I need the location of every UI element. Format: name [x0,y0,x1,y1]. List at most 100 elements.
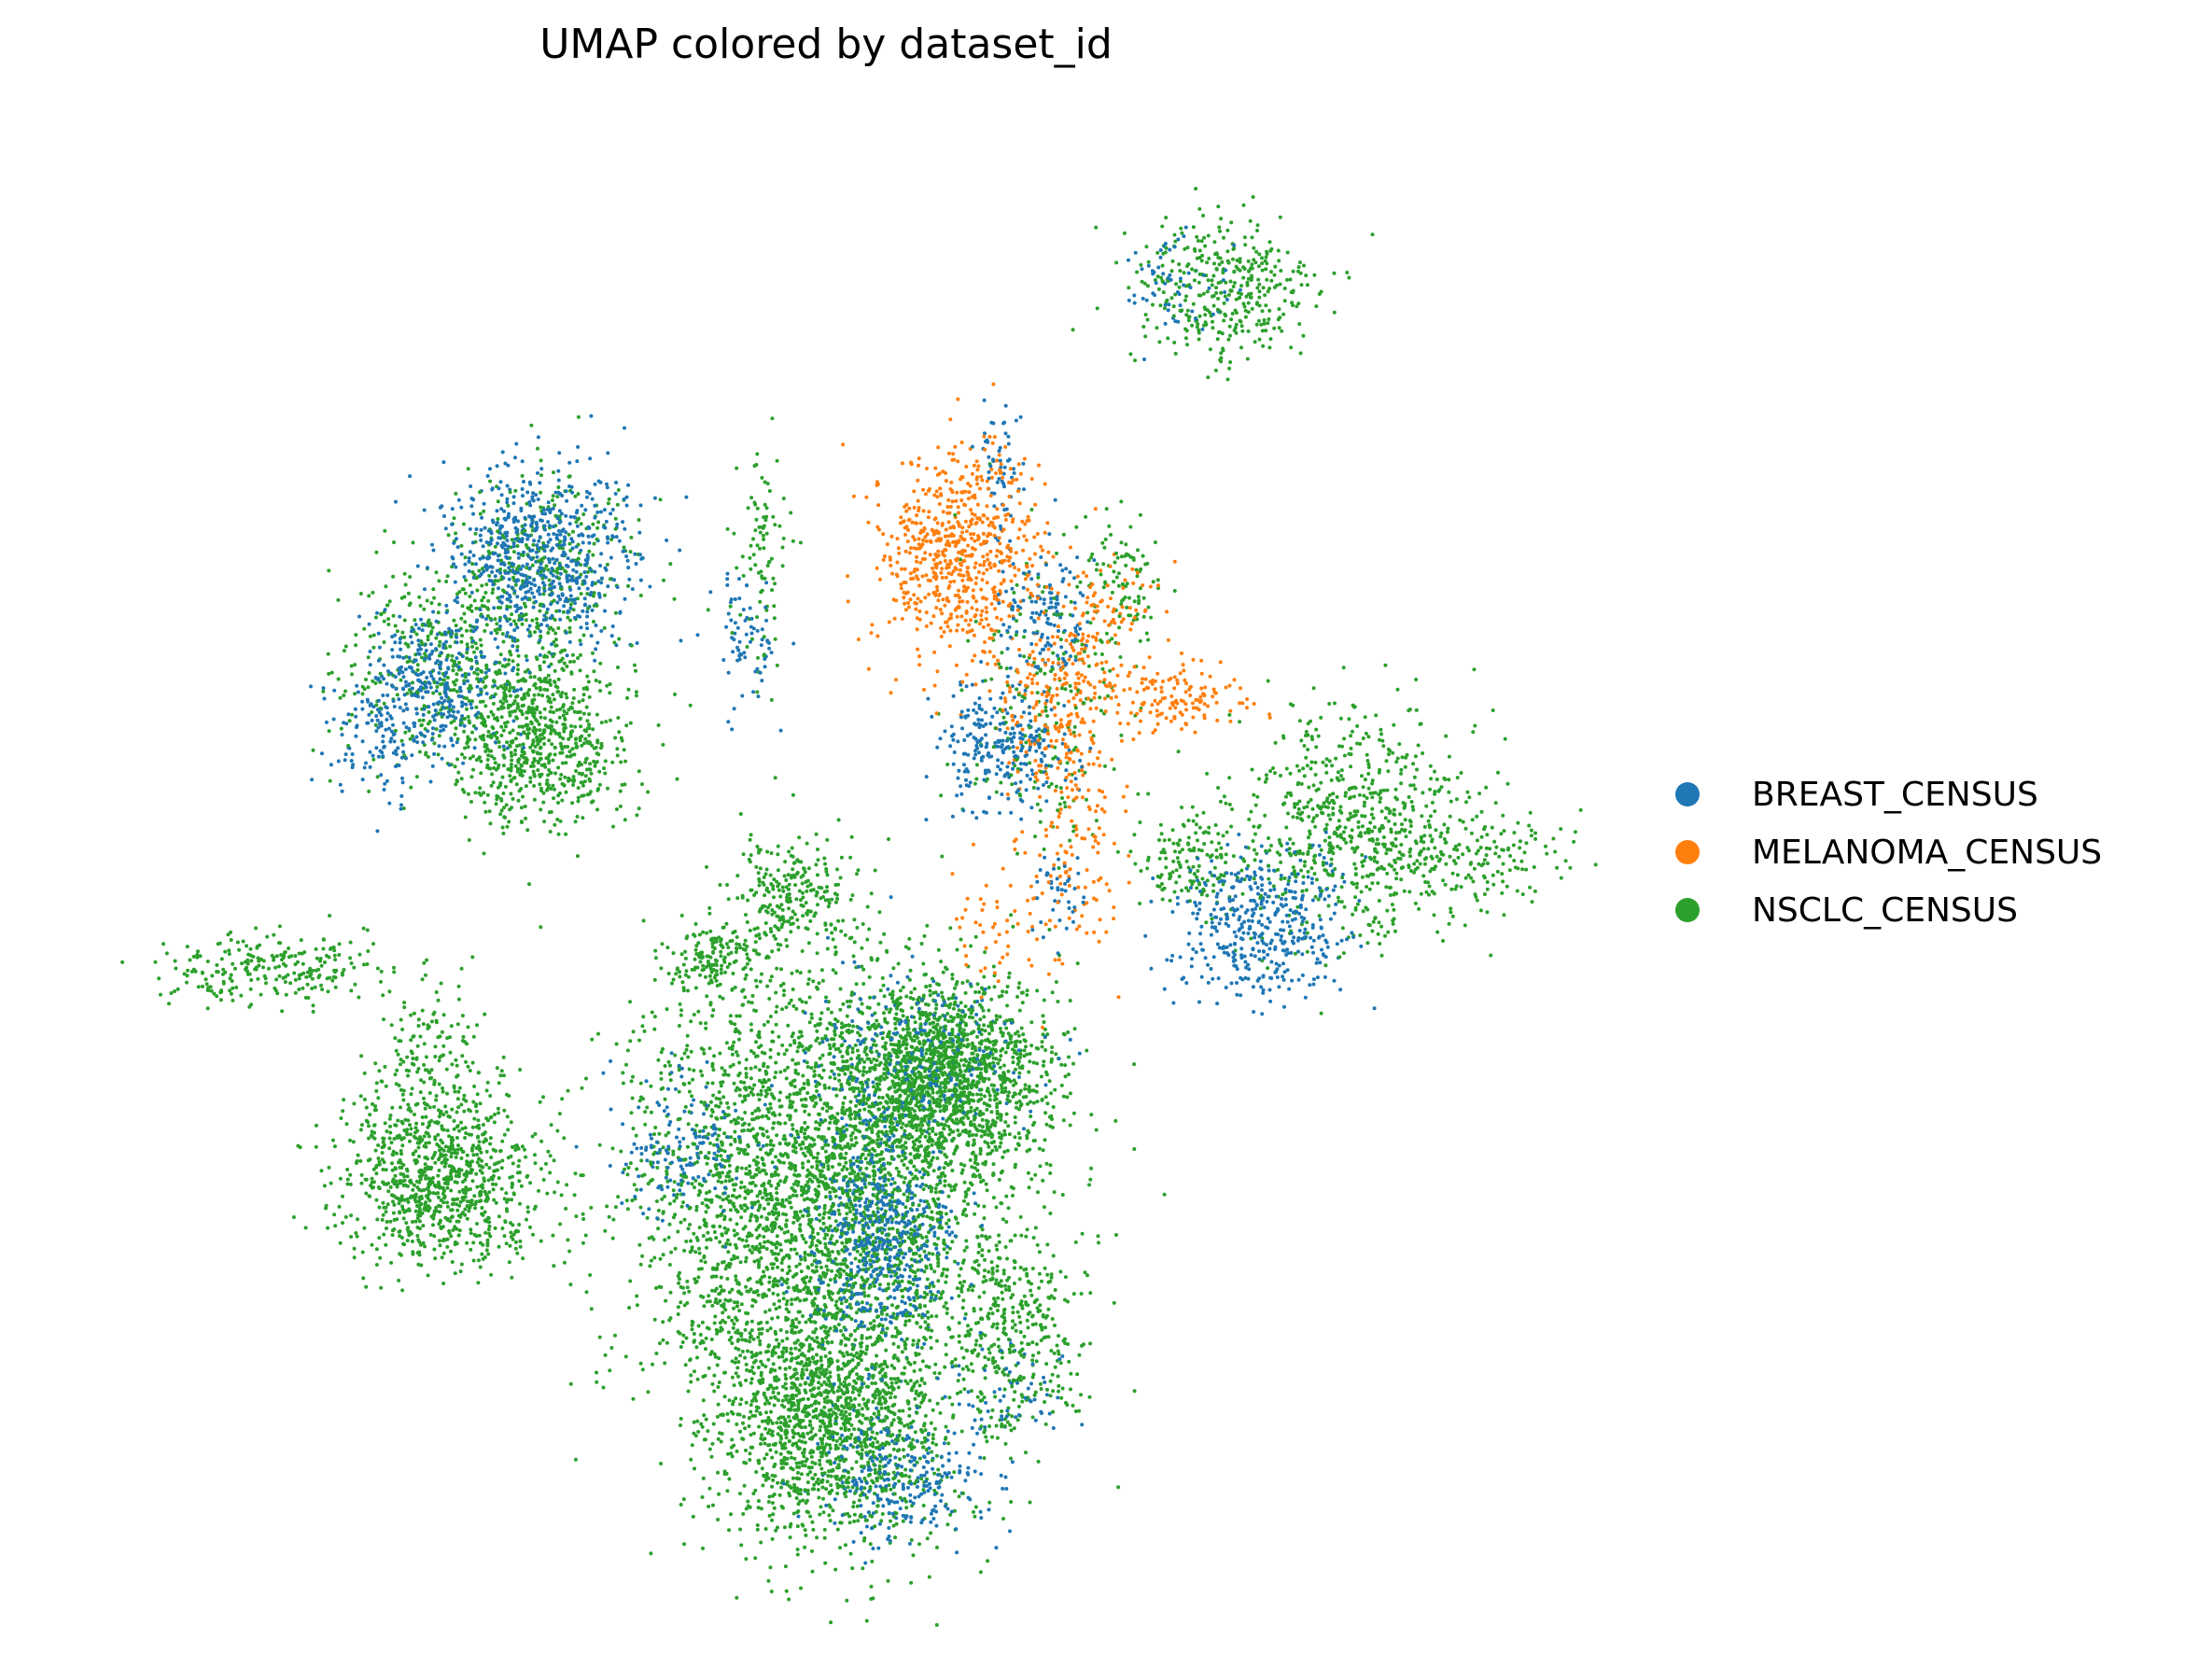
data-point-nsclc_census [432,1247,437,1252]
data-point-nsclc_census [483,1012,487,1016]
data-point-nsclc_census [471,767,476,772]
data-point-nsclc_census [776,1293,780,1297]
data-point-nsclc_census [1198,293,1203,298]
data-point-melanoma_census [959,614,964,619]
data-point-nsclc_census [764,1410,768,1415]
data-point-nsclc_census [591,522,595,526]
data-point-breast_census [1281,977,1286,982]
data-point-breast_census [390,648,395,652]
data-point-nsclc_census [454,1155,458,1159]
data-point-nsclc_census [456,997,461,1002]
data-point-nsclc_census [908,1302,913,1307]
data-point-nsclc_census [274,954,279,959]
data-point-nsclc_census [1054,784,1058,789]
data-point-nsclc_census [434,727,439,732]
data-point-nsclc_census [1329,857,1334,862]
data-point-nsclc_census [1191,819,1196,823]
data-point-nsclc_census [1371,919,1376,924]
data-point-nsclc_census [436,998,441,1002]
data-point-nsclc_census [526,693,531,697]
data-point-nsclc_census [1205,893,1210,898]
data-point-nsclc_census [459,1102,464,1107]
data-point-nsclc_census [327,729,331,734]
data-point-breast_census [966,1390,971,1395]
data-point-nsclc_census [481,1123,485,1127]
data-point-nsclc_census [1469,831,1474,835]
data-point-nsclc_census [472,1084,477,1088]
data-point-nsclc_census [1229,220,1234,225]
data-point-nsclc_census [961,1355,966,1360]
data-point-nsclc_census [1247,269,1251,273]
data-point-nsclc_census [366,1120,371,1125]
data-point-nsclc_census [584,1076,588,1081]
data-point-nsclc_census [1343,791,1348,795]
data-point-nsclc_census [462,1093,467,1098]
data-point-nsclc_census [446,1114,451,1118]
data-point-nsclc_census [475,1160,480,1165]
data-point-nsclc_census [973,781,977,786]
data-point-nsclc_census [635,1167,639,1171]
data-point-breast_census [438,677,442,681]
data-point-melanoma_census [1120,738,1124,743]
data-point-nsclc_census [527,688,532,692]
data-point-nsclc_census [741,573,746,578]
data-point-nsclc_census [816,848,819,851]
data-point-nsclc_census [880,1096,885,1100]
data-point-nsclc_census [581,512,586,516]
data-point-nsclc_census [1277,326,1281,330]
data-point-nsclc_census [1182,271,1186,275]
data-point-nsclc_census [1227,712,1232,717]
data-point-melanoma_census [1134,608,1139,612]
data-point-nsclc_census [732,531,736,536]
data-point-nsclc_census [1068,1123,1072,1128]
data-point-nsclc_census [1486,862,1490,865]
data-point-nsclc_census [1324,770,1329,775]
data-point-nsclc_census [425,598,429,603]
data-point-breast_census [1033,1418,1038,1423]
data-point-nsclc_census [1511,843,1516,848]
data-point-melanoma_census [1001,475,1005,480]
data-point-nsclc_census [1239,324,1244,329]
data-point-nsclc_census [438,1111,442,1115]
data-point-nsclc_census [1186,835,1191,840]
data-point-nsclc_census [777,1113,782,1117]
data-point-nsclc_census [399,1017,403,1022]
data-point-nsclc_census [455,592,459,596]
data-point-nsclc_census [511,1174,514,1179]
data-point-nsclc_census [738,1402,743,1407]
data-point-nsclc_census [539,807,543,812]
data-point-nsclc_census [1050,1050,1054,1055]
data-point-nsclc_census [987,1249,991,1254]
data-point-melanoma_census [899,586,903,591]
data-point-nsclc_census [459,1156,464,1160]
data-point-nsclc_census [1314,727,1319,732]
data-point-nsclc_census [546,631,551,635]
data-point-nsclc_census [1304,273,1309,278]
data-point-nsclc_census [377,1205,382,1210]
data-point-nsclc_census [549,1123,553,1128]
data-point-nsclc_census [445,1204,450,1209]
data-point-nsclc_census [460,752,464,757]
data-point-nsclc_census [760,475,764,480]
data-point-nsclc_census [1184,294,1188,299]
data-point-nsclc_census [451,668,455,673]
data-point-nsclc_census [466,467,470,471]
data-point-nsclc_census [780,1339,785,1343]
data-point-breast_census [381,739,385,744]
data-point-nsclc_census [933,1362,938,1367]
data-point-breast_census [1260,883,1265,888]
data-point-nsclc_census [923,1413,928,1418]
data-point-nsclc_census [1392,722,1396,727]
data-point-nsclc_census [342,694,346,697]
data-point-nsclc_census [1251,195,1255,199]
data-point-nsclc_census [427,1134,431,1139]
data-point-nsclc_census [1407,890,1412,894]
data-point-melanoma_census [890,571,894,576]
data-point-nsclc_census [349,1213,354,1218]
data-point-nsclc_census [456,1105,461,1110]
data-point-nsclc_census [602,766,606,771]
data-point-nsclc_census [284,963,288,968]
data-point-nsclc_census [753,528,758,533]
data-point-nsclc_census [785,1271,790,1276]
data-point-nsclc_census [1403,818,1407,822]
